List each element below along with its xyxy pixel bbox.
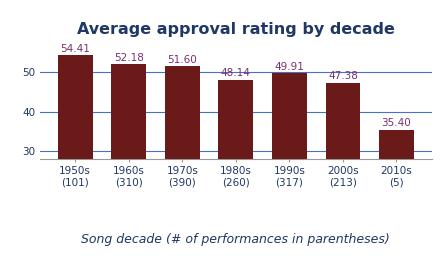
- Bar: [218, 80, 253, 256]
- Text: 47.38: 47.38: [328, 71, 358, 81]
- Text: 51.60: 51.60: [167, 55, 197, 65]
- Text: 52.18: 52.18: [114, 53, 144, 63]
- Bar: [58, 55, 93, 256]
- Text: 35.40: 35.40: [381, 119, 411, 129]
- Bar: [165, 66, 200, 256]
- Bar: [326, 83, 360, 256]
- Text: Song decade (# of performances in parentheses): Song decade (# of performances in parent…: [81, 233, 390, 246]
- Text: 54.41: 54.41: [61, 44, 90, 54]
- Text: 49.91: 49.91: [275, 61, 304, 71]
- Title: Average approval rating by decade: Average approval rating by decade: [77, 22, 395, 37]
- Bar: [272, 73, 307, 256]
- Bar: [111, 64, 146, 256]
- Bar: [379, 130, 414, 256]
- Text: 48.14: 48.14: [221, 69, 251, 79]
